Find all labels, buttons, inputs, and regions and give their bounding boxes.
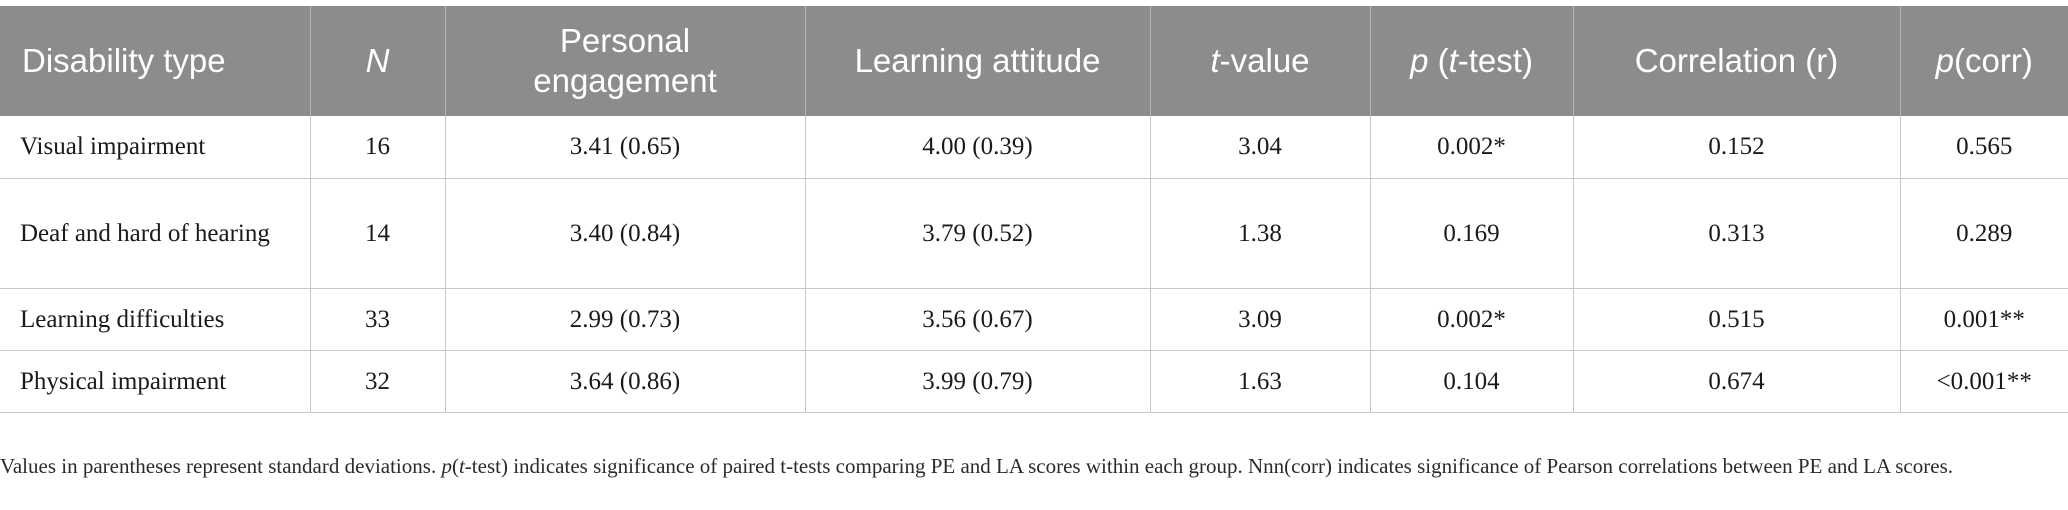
results-table: Disability type N Personal engagement Le…	[0, 6, 2068, 413]
cell-correlation: 0.152	[1573, 116, 1901, 179]
cell-correlation: 0.515	[1573, 288, 1901, 351]
cell-correlation: 0.313	[1573, 178, 1901, 289]
col-header-learning-attitude: Learning attitude	[805, 6, 1151, 116]
cell-personal-engagement: 3.64 (0.86)	[445, 350, 806, 413]
cell-p-corr: 0.565	[1900, 116, 2068, 179]
cell-p-ttest: 0.104	[1370, 350, 1574, 413]
cell-t-value: 3.09	[1150, 288, 1371, 351]
cell-t-value: 3.04	[1150, 116, 1371, 179]
cell-personal-engagement: 2.99 (0.73)	[445, 288, 806, 351]
cell-p-ttest: 0.002*	[1370, 116, 1574, 179]
cell-disability-type: Physical impairment	[0, 350, 311, 413]
cell-t-value: 1.38	[1150, 178, 1371, 289]
cell-learning-attitude: 4.00 (0.39)	[805, 116, 1151, 179]
col-header-disability-type: Disability type	[0, 6, 311, 116]
table-row: Deaf and hard of hearing 14 3.40 (0.84) …	[0, 178, 2068, 289]
cell-p-ttest: 0.002*	[1370, 288, 1574, 351]
cell-t-value: 1.63	[1150, 350, 1371, 413]
cell-personal-engagement: 3.41 (0.65)	[445, 116, 806, 179]
col-header-personal-engagement: Personal engagement	[445, 6, 806, 116]
col-header-p-corr: p(corr)	[1900, 6, 2068, 116]
cell-p-corr: 0.289	[1900, 178, 2068, 289]
cell-p-corr: 0.001**	[1900, 288, 2068, 351]
table-row: Visual impairment 16 3.41 (0.65) 4.00 (0…	[0, 116, 2068, 179]
cell-n: 16	[310, 116, 446, 179]
cell-p-ttest: 0.169	[1370, 178, 1574, 289]
cell-p-corr: <0.001**	[1900, 350, 2068, 413]
table-row: Learning difficulties 33 2.99 (0.73) 3.5…	[0, 288, 2068, 351]
col-header-t-value: t-value	[1150, 6, 1371, 116]
cell-disability-type: Deaf and hard of hearing	[0, 178, 311, 289]
cell-learning-attitude: 3.79 (0.52)	[805, 178, 1151, 289]
cell-n: 14	[310, 178, 446, 289]
cell-disability-type: Visual impairment	[0, 116, 311, 179]
col-header-p-ttest: p (t-test)	[1370, 6, 1574, 116]
col-header-correlation: Correlation (r)	[1573, 6, 1901, 116]
table-row: Physical impairment 32 3.64 (0.86) 3.99 …	[0, 350, 2068, 413]
cell-correlation: 0.674	[1573, 350, 1901, 413]
cell-learning-attitude: 3.56 (0.67)	[805, 288, 1151, 351]
cell-n: 32	[310, 350, 446, 413]
header-row: Disability type N Personal engagement Le…	[0, 6, 2068, 116]
table-footnote: Values in parentheses represent standard…	[0, 454, 1953, 478]
cell-learning-attitude: 3.99 (0.79)	[805, 350, 1151, 413]
cell-n: 33	[310, 288, 446, 351]
cell-disability-type: Learning difficulties	[0, 288, 311, 351]
cell-personal-engagement: 3.40 (0.84)	[445, 178, 806, 289]
col-header-n: N	[310, 6, 446, 116]
